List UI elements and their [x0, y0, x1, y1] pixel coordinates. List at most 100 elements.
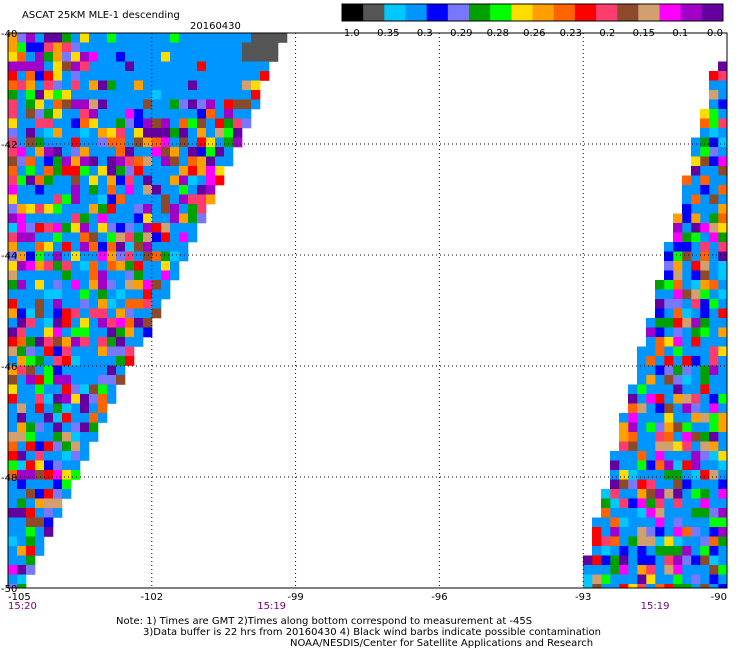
swath-cell — [152, 223, 162, 233]
swath-cell — [125, 90, 135, 100]
swath-cell — [655, 527, 665, 537]
swath-cell — [71, 137, 81, 148]
swath-cell — [143, 99, 153, 110]
swath-cell — [709, 565, 719, 575]
swath-cell — [682, 565, 692, 575]
swath-cell — [35, 289, 45, 300]
swath-cell — [143, 251, 153, 262]
swath-cell — [700, 555, 710, 566]
swath-cell — [62, 413, 72, 423]
swath-cell — [44, 460, 54, 471]
swath-cell — [664, 280, 674, 290]
swath-cell — [718, 156, 727, 167]
swath-cell — [691, 156, 701, 167]
swath-cell — [80, 232, 90, 243]
swath-cell — [116, 299, 126, 309]
swath-cell — [170, 61, 180, 72]
swath-cell — [206, 52, 216, 62]
swath-cell — [71, 242, 81, 252]
swath-cell — [215, 33, 225, 43]
swath-cell — [610, 546, 620, 556]
swath-cell — [709, 90, 719, 100]
swath-cell — [215, 128, 225, 138]
swath-cell — [125, 251, 135, 262]
swath-cell — [107, 223, 117, 233]
swath-cell — [673, 574, 683, 585]
swath-cell — [718, 270, 727, 281]
swath-cell — [646, 460, 656, 471]
swath-cell — [89, 432, 99, 442]
swath-cell — [89, 318, 99, 328]
swath-cell — [62, 318, 72, 328]
swath-cell — [655, 375, 665, 385]
swath-cell — [700, 489, 710, 499]
swath-cell — [251, 99, 261, 110]
swath-cell — [718, 574, 727, 585]
swath-cell — [89, 99, 99, 110]
swath-cell — [718, 489, 727, 499]
swath-cell — [35, 270, 45, 281]
swath-cell — [664, 555, 674, 566]
swath-cell — [691, 365, 701, 376]
swath-cell — [691, 403, 701, 414]
swath-cell — [646, 327, 656, 338]
swath-cell — [188, 90, 198, 100]
swath-cell — [709, 536, 719, 547]
swath-cell — [637, 451, 647, 461]
swath-cell — [26, 384, 36, 395]
swath-cell — [700, 261, 710, 271]
swath-cell — [89, 232, 99, 243]
swath-cell — [619, 413, 629, 423]
swath-cell — [170, 71, 180, 81]
swath-cell — [242, 118, 252, 129]
swath-cell — [215, 156, 225, 167]
swath-cell — [179, 251, 189, 262]
swath-cell — [8, 489, 18, 499]
swath-cell — [98, 42, 108, 53]
swath-cell — [98, 289, 108, 300]
swath-cell — [673, 261, 683, 271]
swath-cell — [664, 489, 674, 499]
swath-cell — [80, 99, 90, 110]
swath-cell — [161, 213, 171, 224]
swath-cell — [53, 365, 63, 376]
swath-cell — [53, 346, 63, 357]
swath-cell — [628, 565, 638, 575]
swath-cell — [152, 232, 162, 243]
colorbar-swatch — [701, 4, 724, 21]
swath-cell — [116, 308, 126, 319]
swath-cell — [655, 308, 665, 319]
swath-cell — [655, 470, 665, 480]
swath-cell — [673, 289, 683, 300]
swath-cell — [134, 90, 144, 100]
swath-cell — [179, 71, 189, 81]
swath-cell — [637, 394, 647, 404]
swath-cell — [718, 299, 727, 309]
swath-cell — [691, 470, 701, 480]
swath-cell — [206, 109, 216, 119]
swath-cell — [107, 156, 117, 167]
swath-cell — [53, 33, 63, 43]
swath-cell — [17, 555, 27, 566]
swath-cell — [691, 413, 701, 423]
swath-cell — [80, 166, 90, 176]
swath-cell — [98, 109, 108, 119]
swath-cell — [682, 185, 692, 195]
swath-cell — [664, 289, 674, 300]
swath-cell — [8, 166, 18, 176]
swath-cell — [718, 147, 727, 157]
swath-cell — [125, 318, 135, 328]
swath-cell — [646, 422, 656, 433]
swath-cell — [116, 327, 126, 338]
swath-cell — [188, 71, 198, 81]
swath-cell — [251, 71, 261, 81]
swath-cell — [619, 565, 629, 575]
swath-cell — [691, 527, 701, 537]
swath-cell — [44, 375, 54, 385]
swath-cell — [610, 517, 620, 528]
swath-cell — [107, 365, 117, 376]
swath-cell — [691, 394, 701, 404]
swath-cell — [71, 280, 81, 290]
swath-cell — [691, 460, 701, 471]
swath-cell — [35, 365, 45, 376]
